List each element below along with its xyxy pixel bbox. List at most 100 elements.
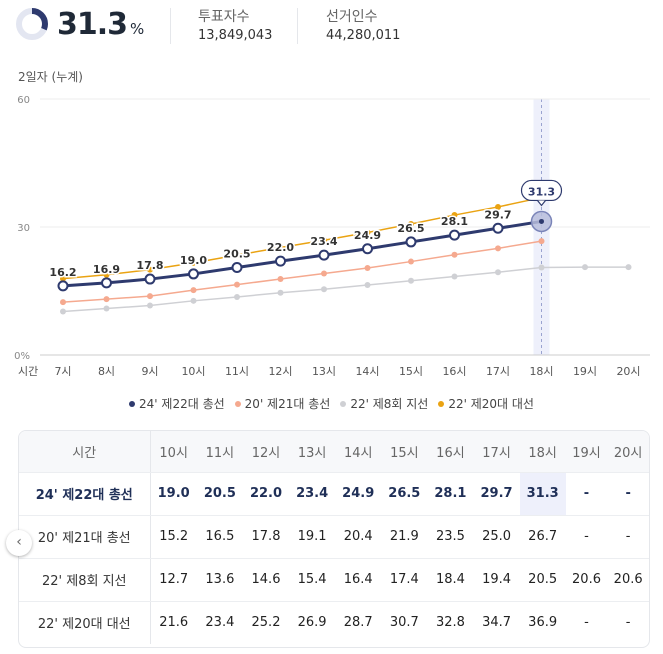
callout-value: 31.3 xyxy=(528,185,555,198)
table-cell: 19.0 xyxy=(150,472,197,516)
data-point xyxy=(405,236,417,248)
table-cell: 21.9 xyxy=(381,515,428,559)
x-tick-label: 10시 xyxy=(181,365,205,378)
table-cell: - xyxy=(565,515,608,559)
table-cell: 13.6 xyxy=(196,558,243,602)
electors-label: 선거인수 xyxy=(326,9,378,25)
legend-item[interactable]: 20' 제21대 총선 xyxy=(234,395,330,412)
voters-value: 13,849,043 xyxy=(198,28,273,43)
data-point xyxy=(582,264,588,271)
table-row: 22' 제8회 지선 12.7 13.6 14.6 15.4 16.4 17.4 18.4 19… xyxy=(19,558,649,602)
table-cell: 26.5 xyxy=(381,472,428,516)
table-header-cell: 15시 xyxy=(381,431,428,473)
data-point xyxy=(190,287,197,294)
data-point xyxy=(277,244,284,251)
table-cell: 20.4 xyxy=(335,515,382,559)
callout-pointer xyxy=(537,200,546,207)
data-point xyxy=(362,243,373,255)
legend-dot-icon xyxy=(438,400,445,407)
scroll-left-button[interactable]: ‹ xyxy=(6,530,32,556)
data-point xyxy=(492,222,504,234)
table-cell: 17.4 xyxy=(381,558,428,602)
data-point xyxy=(364,282,371,289)
chart-subtitle: 2일자 (누계) xyxy=(18,70,83,84)
x-tick-label: 16시 xyxy=(442,365,466,378)
table-header-cell: 10시 xyxy=(150,431,197,473)
table-cell: 18.4 xyxy=(427,558,474,602)
table-cell: - xyxy=(565,472,608,516)
data-point xyxy=(451,273,458,280)
data-point xyxy=(451,212,458,219)
x-tick-label: 7시 xyxy=(54,365,71,378)
data-point xyxy=(103,271,110,278)
data-point xyxy=(449,229,460,241)
table-cell: 22.0 xyxy=(242,472,290,516)
data-point xyxy=(321,237,327,244)
data-point xyxy=(625,264,632,271)
data-point xyxy=(101,277,112,289)
turnout-table-container[interactable]: 시간 10시 11시 12시 13시 14시 15시 16시 17시 18시 19시 20시 24'… xyxy=(18,430,650,648)
data-point xyxy=(408,221,414,228)
data-label: 16.9 xyxy=(93,263,120,276)
data-point xyxy=(318,249,330,261)
turnout-line-chart[interactable]: 60 30 0% 7시 8시 9시 10시 11시 12시 13시 14시 15시 16시 17시 18시 1… xyxy=(0,88,663,388)
x-tick-label: 11시 xyxy=(225,365,249,378)
data-point xyxy=(60,299,66,306)
data-point xyxy=(190,297,197,304)
data-point xyxy=(234,252,240,259)
table-row: 20' 제21대 총선 15.2 16.5 17.8 19.1 20.4 21.9 23.5 2… xyxy=(19,515,649,559)
data-point xyxy=(147,302,153,309)
x-tick-label: 17시 xyxy=(486,365,510,378)
table-cell: 14.6 xyxy=(242,558,290,602)
data-point xyxy=(538,238,545,245)
series-line xyxy=(62,219,542,288)
table-header-cell: 14시 xyxy=(335,431,382,473)
data-point xyxy=(364,229,371,236)
divider xyxy=(297,8,298,44)
table-cell: 23.4 xyxy=(205,615,235,631)
table-cell: 34.7 xyxy=(482,615,512,631)
table-header-cell: 18시 xyxy=(519,431,566,473)
table-header-cell: 11시 xyxy=(196,431,243,473)
legend-item[interactable]: 22' 제8회 지선 xyxy=(340,395,428,412)
table-cell: 36.9 xyxy=(528,615,558,631)
table-cell: 28.1 xyxy=(427,472,474,516)
table-cell: 25.2 xyxy=(251,615,281,631)
x-tick-label: 8시 xyxy=(98,365,115,378)
data-point xyxy=(364,264,371,271)
turnout-summary: 31.3% 투표자수 13,849,043 선거인수 44,280,011 xyxy=(0,0,663,60)
data-point xyxy=(234,293,240,300)
turnout-rate: 31.3% xyxy=(57,6,144,48)
table-cell: 31.3 xyxy=(519,472,566,516)
y-tick-label: 30 xyxy=(17,223,30,234)
x-axis-label: 시간 xyxy=(18,365,38,378)
table-header-cell: 12시 xyxy=(242,431,290,473)
x-tick-label: 13시 xyxy=(312,365,336,378)
data-point xyxy=(144,273,156,285)
legend-label: 24' 제22대 총선 xyxy=(139,397,225,411)
series-line xyxy=(62,196,542,280)
data-point xyxy=(234,281,240,288)
data-label: 20.5 xyxy=(223,248,250,261)
data-point xyxy=(60,308,66,315)
table-cell: 32.8 xyxy=(435,615,465,631)
turnout-donut-icon xyxy=(16,8,48,40)
table-cell: 20.6 xyxy=(607,558,649,602)
data-point xyxy=(277,276,284,283)
legend-item[interactable]: 24' 제22대 총선 xyxy=(129,395,225,412)
table-row: 24' 제22대 총선 19.0 20.5 22.0 23.4 24.9 26.5 28.1 2… xyxy=(19,472,649,516)
table-header-cell: 16시 xyxy=(427,431,474,473)
table-header-cell: 17시 xyxy=(473,431,520,473)
turnout-rate-value: 31.3 xyxy=(57,7,128,42)
table-cell: 21.6 xyxy=(159,615,189,631)
data-point xyxy=(408,277,414,284)
table-cell: - xyxy=(625,615,631,631)
x-tick-label: 12시 xyxy=(268,365,292,378)
data-point xyxy=(57,280,69,292)
table-cell: 20.5 xyxy=(196,472,243,516)
chart-legend: 24' 제22대 총선 20' 제21대 총선 22' 제8회 지선 22' 제20대… xyxy=(0,395,663,412)
legend-item[interactable]: 22' 제20대 대선 xyxy=(438,395,534,412)
table-header-cell: 20시 xyxy=(607,431,649,473)
legend-label: 22' 제20대 대선 xyxy=(448,397,534,411)
series-line xyxy=(62,266,629,313)
